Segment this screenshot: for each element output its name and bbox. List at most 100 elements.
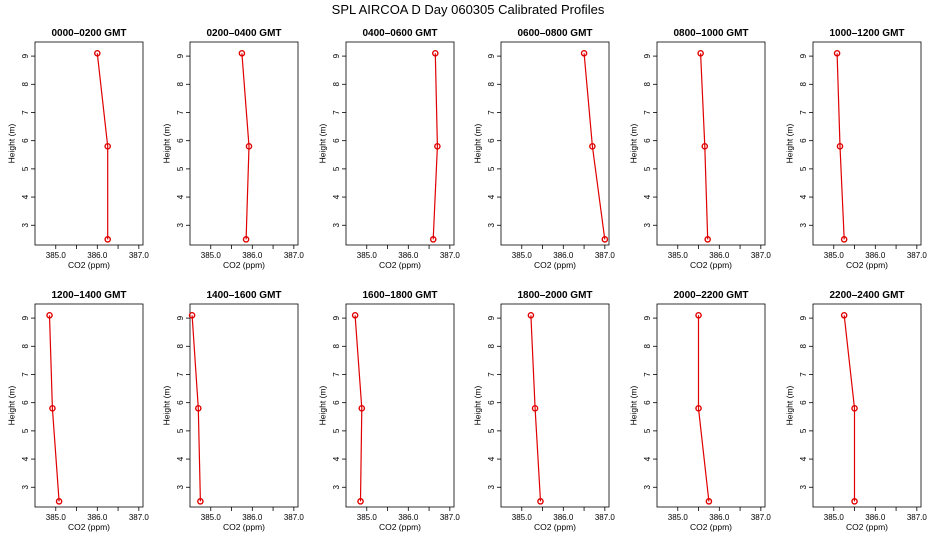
y-tick-label: 7 <box>176 372 185 377</box>
plot-frame <box>812 303 922 508</box>
y-tick-label: 9 <box>21 315 30 320</box>
data-point <box>537 498 544 505</box>
y-tick-label: 9 <box>487 315 496 320</box>
panel-1: 0000–0200 GMT 385.0 386.0 387.0 3 4 5 6 7 8 9 CO2 (… <box>6 28 149 270</box>
y-tick-label: 4 <box>487 456 496 461</box>
y-tick-label: 5 <box>799 428 808 433</box>
y-tick-label: 8 <box>487 344 496 349</box>
x-tick-label: 387.0 <box>751 513 772 522</box>
x-tick-label: 386.0 <box>398 251 419 260</box>
y-tick-label: 7 <box>799 110 808 115</box>
plot-frame <box>500 303 610 508</box>
data-point <box>197 498 204 505</box>
x-tick-label: 386.0 <box>87 251 108 260</box>
y-tick-label: 5 <box>21 428 30 433</box>
y-tick-label: 3 <box>799 484 808 489</box>
y-tick-label: 8 <box>487 82 496 87</box>
y-tick-label: 3 <box>176 484 185 489</box>
y-tick-label: 5 <box>21 166 30 171</box>
panel-title: 1600–1800 GMT <box>362 290 437 301</box>
profile-line <box>697 315 710 502</box>
y-tick-label: 8 <box>799 82 808 87</box>
x-axis-label: CO2 (ppm) <box>534 522 576 532</box>
y-tick-label: 8 <box>176 82 185 87</box>
x-tick-label: 387.0 <box>595 513 616 522</box>
data-point <box>695 405 702 412</box>
data-point <box>46 311 53 319</box>
y-tick-label: 7 <box>643 110 652 115</box>
data-point <box>601 236 609 243</box>
data-point <box>94 49 101 57</box>
x-tick-label: 385.0 <box>46 513 67 522</box>
panel-title: 1200–1400 GMT <box>51 290 126 301</box>
x-axis-label: CO2 (ppm) <box>690 522 732 532</box>
y-tick-label: 7 <box>176 110 185 115</box>
y-tick-label: 4 <box>799 194 808 199</box>
y-tick-label: 6 <box>487 400 496 405</box>
y-axis-label: Height (m) <box>472 386 482 426</box>
y-tick-label: 3 <box>332 222 341 227</box>
data-point <box>701 143 709 150</box>
x-tick-label: 387.0 <box>907 513 928 522</box>
y-tick-label: 3 <box>799 222 808 227</box>
data-point <box>580 49 588 57</box>
y-tick-label: 6 <box>21 400 30 405</box>
y-tick-label: 3 <box>643 484 652 489</box>
data-point <box>851 498 858 505</box>
y-tick-label: 5 <box>332 428 341 433</box>
y-tick-label: 5 <box>332 166 341 171</box>
x-axis-label: CO2 (ppm) <box>690 260 732 270</box>
plot-frame <box>34 303 144 508</box>
x-tick-label: 385.0 <box>824 513 845 522</box>
profile-line <box>354 315 363 502</box>
y-tick-label: 7 <box>332 110 341 115</box>
y-tick-label: 8 <box>21 344 30 349</box>
profile-line <box>843 315 856 502</box>
y-tick-label: 8 <box>332 344 341 349</box>
y-tick-label: 8 <box>21 82 30 87</box>
x-tick-label: 385.0 <box>668 251 689 260</box>
y-tick-label: 3 <box>21 222 30 227</box>
x-tick-label: 387.0 <box>907 251 928 260</box>
panel-8: 1400–1600 GMT 385.0 386.0 387.0 3 4 5 6 7 8 9 CO2 (… <box>161 290 304 532</box>
profile-line <box>191 315 201 502</box>
panel-7: 1200–1400 GMT 385.0 386.0 387.0 3 4 5 6 7 8 9 CO2 (… <box>6 290 149 532</box>
profile-line <box>48 315 60 502</box>
y-tick-label: 8 <box>332 82 341 87</box>
plot-frame <box>500 41 610 246</box>
y-axis-label: Height (m) <box>317 124 327 164</box>
x-tick-label: 385.0 <box>512 513 533 522</box>
x-tick-label: 385.0 <box>201 513 222 522</box>
y-axis-label: Height (m) <box>317 386 327 426</box>
profile-line <box>583 53 606 240</box>
y-tick-label: 9 <box>643 315 652 320</box>
y-tick-label: 6 <box>176 138 185 143</box>
x-axis-label: CO2 (ppm) <box>846 522 888 532</box>
panel-4: 0600–0800 GMT 385.0 386.0 387.0 3 4 5 6 7 8 9 CO2 (… <box>472 28 615 270</box>
y-tick-label: 4 <box>176 456 185 461</box>
x-tick-label: 386.0 <box>709 513 730 522</box>
x-axis-label: CO2 (ppm) <box>379 260 421 270</box>
y-axis-label: Height (m) <box>784 124 794 164</box>
data-point <box>695 311 702 319</box>
panel-2: 0200–0400 GMT 385.0 386.0 387.0 3 4 5 6 7 8 9 CO2 (… <box>161 28 304 270</box>
profile-line <box>241 53 250 240</box>
y-tick-label: 6 <box>487 138 496 143</box>
panel-title: 0600–0800 GMT <box>517 28 592 39</box>
y-tick-label: 9 <box>643 53 652 58</box>
y-tick-label: 3 <box>487 222 496 227</box>
data-point <box>104 143 111 150</box>
y-axis-label: Height (m) <box>628 124 638 164</box>
y-tick-label: 4 <box>21 194 30 199</box>
y-tick-label: 7 <box>643 372 652 377</box>
plot-frame <box>656 41 766 246</box>
x-tick-label: 386.0 <box>553 251 574 260</box>
plot-frame <box>345 303 455 508</box>
y-tick-label: 6 <box>799 138 808 143</box>
panel-9: 1600–1800 GMT 385.0 386.0 387.0 3 4 5 6 7 8 9 CO2 (… <box>317 290 460 532</box>
y-axis-label: Height (m) <box>161 386 171 426</box>
y-tick-label: 6 <box>643 400 652 405</box>
y-axis-label: Height (m) <box>628 386 638 426</box>
y-tick-label: 6 <box>332 400 341 405</box>
y-tick-label: 7 <box>799 372 808 377</box>
